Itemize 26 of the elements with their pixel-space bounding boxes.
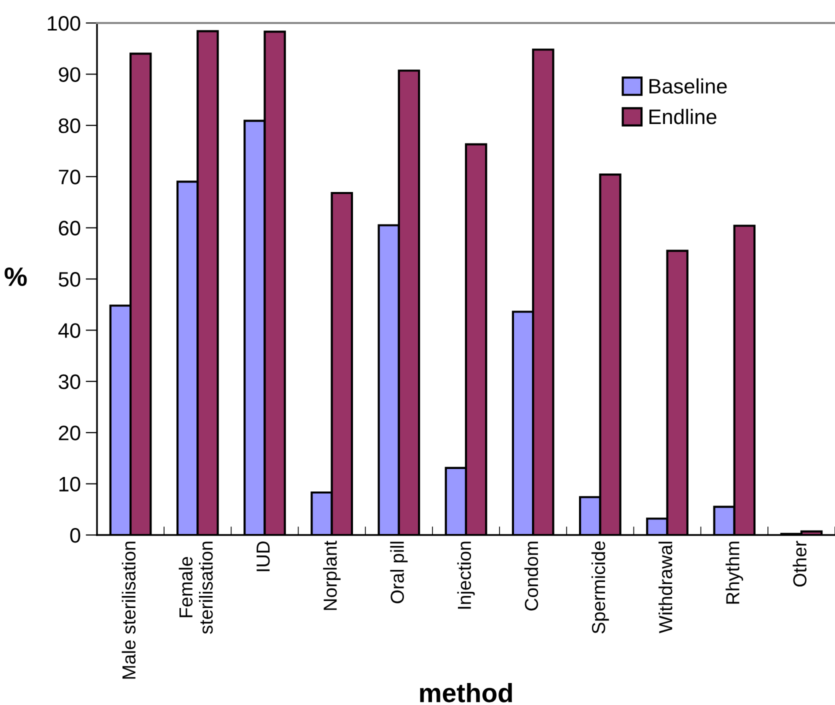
- x-tick-label: Condom: [524, 542, 538, 610]
- y-tick-label: 20: [58, 426, 80, 440]
- x-tick-label: Other: [792, 540, 806, 587]
- y-tick-label: 0: [70, 528, 80, 543]
- y-tick-label: 70: [58, 170, 80, 184]
- y-axis-title: %: [4, 267, 27, 286]
- x-tick-label: Withdrawal: [658, 542, 672, 634]
- legend-label: Endline: [649, 108, 716, 124]
- x-tick-label: Norplant: [323, 540, 341, 610]
- y-tick-label: 90: [58, 67, 80, 82]
- y-tick-label: 80: [58, 118, 80, 134]
- x-tick-label: Oral pill: [390, 542, 408, 604]
- x-tick-label: Injection: [457, 542, 475, 609]
- x-tick-label: Female sterilisation: [178, 542, 213, 634]
- x-tick-label: Rhythm: [726, 542, 744, 604]
- y-tick-label: 10: [59, 476, 80, 492]
- y-tick-label: 100: [48, 16, 80, 31]
- y-tick-label: 30: [58, 374, 80, 390]
- legend-label: Baseline: [649, 78, 727, 94]
- x-tick-label: Spermicide: [591, 541, 609, 634]
- y-tick-label: 50: [58, 272, 80, 287]
- x-axis-title: method: [420, 682, 512, 702]
- x-tick-label: IUD: [256, 541, 270, 572]
- x-tick-label: Male sterilisation: [122, 542, 136, 679]
- y-tick-label: 60: [58, 220, 80, 236]
- y-tick-label: 40: [58, 323, 80, 338]
